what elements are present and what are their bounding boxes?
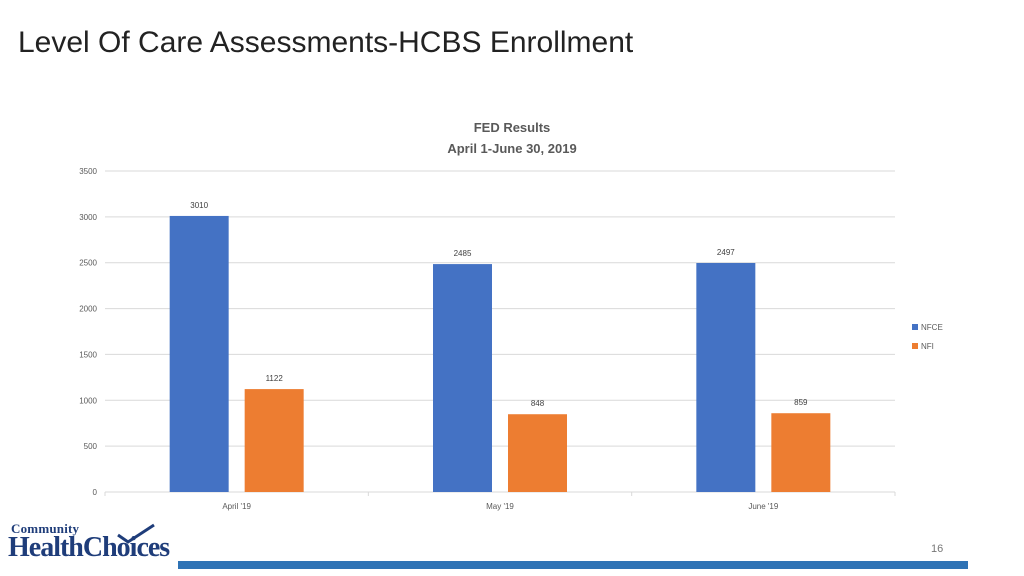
legend-swatch [912,343,918,349]
y-tick-label: 500 [84,442,98,451]
legend: NFCE NFI [912,323,943,351]
y-tick-label: 2000 [79,305,97,314]
logo-text-main: HealthChoices [8,532,170,563]
community-healthchoices-logo: Community HealthChoices [8,521,173,567]
chart-subtitle: April 1-June 30, 2019 [447,141,576,156]
logo-text-top: Community [11,521,80,536]
legend-label: NFCE [921,323,943,332]
bar-nfi [244,389,304,492]
page-number: 16 [931,543,944,555]
data-labels: 3010 1122 2485 848 2497 859 [190,201,808,408]
x-tick-label: April '19 [222,502,251,511]
data-label: 2485 [454,249,472,258]
bar-chart: FED Results April 1-June 30, 2019 0 500 10… [79,120,943,511]
y-tick-label: 1000 [79,396,97,405]
slide-title: Level Of Care Assessments-HCBS Enrollmen… [18,26,634,59]
chart-title: FED Results [474,120,551,135]
legend-swatch [912,324,918,330]
bar-nfce [169,215,229,492]
legend-label: NFI [921,342,934,351]
checkmark-icon [117,523,155,544]
x-tick-label: June '19 [748,502,779,511]
bar-nfce [696,262,756,492]
y-tick-label: 3000 [79,213,97,222]
bar-nfi [508,414,567,492]
bars [169,215,831,492]
bar-nfce [433,264,492,492]
data-label: 1122 [266,374,284,383]
bar-nfi [771,413,831,492]
y-axis-ticks: 0 500 1000 1500 2000 2500 3000 3500 [79,167,97,497]
y-tick-label: 2500 [79,259,97,268]
y-tick-label: 3500 [79,167,97,176]
y-tick-label: 0 [93,488,98,497]
x-tick-label: May '19 [486,502,514,511]
y-tick-label: 1500 [79,350,97,359]
footer-accent-bar [178,561,968,569]
data-label: 859 [794,398,808,407]
gridlines [104,170,896,496]
x-axis-ticks: April '19 May '19 June '19 [222,502,779,511]
data-label: 3010 [190,201,208,210]
data-label: 2497 [717,248,735,257]
data-label: 848 [531,399,545,408]
